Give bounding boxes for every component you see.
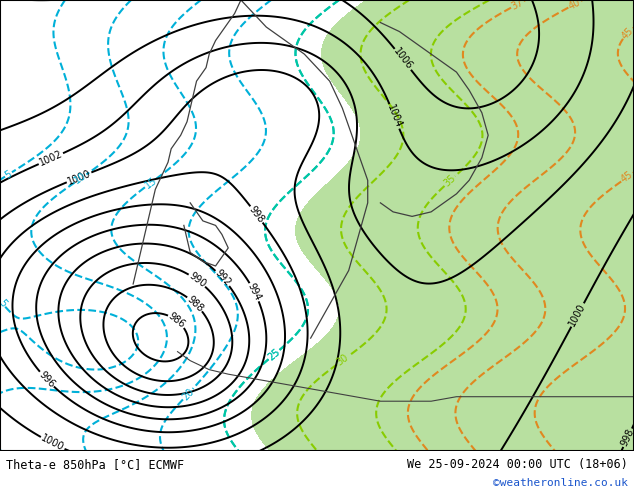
Text: 15: 15 <box>143 175 158 191</box>
Text: 40: 40 <box>567 0 583 12</box>
Text: 990: 990 <box>187 270 207 290</box>
Text: We 25-09-2024 00:00 UTC (18+06): We 25-09-2024 00:00 UTC (18+06) <box>407 458 628 471</box>
Text: 25: 25 <box>266 347 282 363</box>
Text: 1000: 1000 <box>39 433 66 453</box>
Text: 20: 20 <box>180 386 196 402</box>
Text: ©weatheronline.co.uk: ©weatheronline.co.uk <box>493 478 628 488</box>
Text: 1000: 1000 <box>66 168 93 187</box>
Text: Theta-e 850hPa [°C] ECMWF: Theta-e 850hPa [°C] ECMWF <box>6 458 184 471</box>
Text: 30: 30 <box>335 353 351 368</box>
Text: 994: 994 <box>246 282 263 302</box>
Text: 998: 998 <box>619 427 634 448</box>
Text: 1006: 1006 <box>391 47 415 72</box>
Text: 1004: 1004 <box>385 103 404 129</box>
Text: 986: 986 <box>167 311 187 330</box>
Text: 996: 996 <box>37 369 56 390</box>
Text: 988: 988 <box>185 294 205 314</box>
Text: 45: 45 <box>619 170 634 185</box>
Text: 5: 5 <box>0 298 8 309</box>
Text: 5: 5 <box>3 169 14 180</box>
Text: 45: 45 <box>620 25 634 41</box>
Text: 35: 35 <box>442 173 458 189</box>
Text: 992: 992 <box>213 268 233 288</box>
Text: 25: 25 <box>266 347 282 363</box>
Text: 998: 998 <box>247 204 266 225</box>
Text: 37: 37 <box>510 0 525 12</box>
Text: 10: 10 <box>73 171 89 186</box>
Text: 1000: 1000 <box>567 302 588 328</box>
Text: 1002: 1002 <box>37 149 64 168</box>
